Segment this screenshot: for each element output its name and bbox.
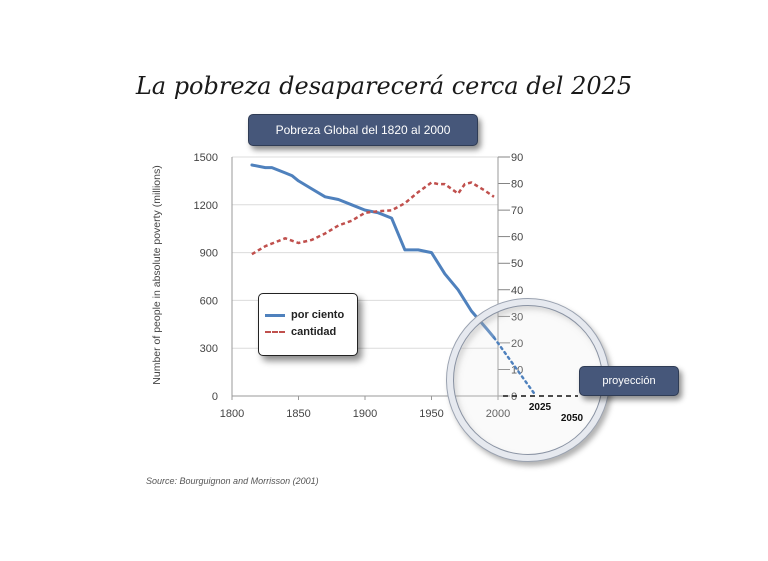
projection-line <box>492 336 538 398</box>
slide-title: La pobreza desaparecerá cerca del 2025 <box>135 72 633 100</box>
series-line-count <box>251 181 495 256</box>
legend-swatch-percent <box>265 313 285 317</box>
y2-tick-label: 70 <box>511 205 523 217</box>
y2-tick-label: 90 <box>511 152 523 164</box>
y-axis-label: Number of people in absolute poverty (mi… <box>151 165 163 384</box>
y-tick-label: 0 <box>212 391 218 403</box>
y2-tick-label: 60 <box>511 232 523 244</box>
legend-label-percent: por ciento <box>291 309 345 321</box>
series-line-percent <box>250 163 496 340</box>
x-tick-label: 1900 <box>353 408 377 420</box>
x-tick-label: 1950 <box>419 408 443 420</box>
x-tick-label-2050: 2050 <box>561 413 584 424</box>
lens-layer: 2025 2050 <box>492 336 584 424</box>
projection-label: proyección <box>602 375 656 387</box>
y-tick-label: 300 <box>200 343 218 355</box>
projection-label-box: proyección <box>579 366 679 396</box>
legend: por ciento cantidad <box>258 293 358 356</box>
series-layer <box>250 163 496 340</box>
legend-swatch-count <box>265 331 285 333</box>
y-tick-label: 600 <box>200 295 218 307</box>
y-tick-label: 1500 <box>194 152 218 164</box>
chart-subtitle: Pobreza Global del 1820 al 2000 <box>275 123 451 137</box>
x-tick-label-2025: 2025 <box>529 402 552 413</box>
y2-tick-label: 40 <box>511 285 523 297</box>
legend-item-percent: por ciento <box>265 309 344 321</box>
x-tick-label: 1800 <box>220 408 244 420</box>
chart-subtitle-box: Pobreza Global del 1820 al 2000 <box>248 114 478 146</box>
y2-tick-label: 50 <box>511 258 523 270</box>
y-tick-label: 1200 <box>194 200 218 212</box>
y2-tick-label: 80 <box>511 179 523 191</box>
x-tick-label: 1850 <box>286 408 310 420</box>
legend-label-count: cantidad <box>291 326 337 338</box>
legend-item-count: cantidad <box>265 326 336 338</box>
y-tick-label: 900 <box>200 248 218 260</box>
source-note: Source: Bourguignon and Morrisson (2001) <box>146 476 319 486</box>
